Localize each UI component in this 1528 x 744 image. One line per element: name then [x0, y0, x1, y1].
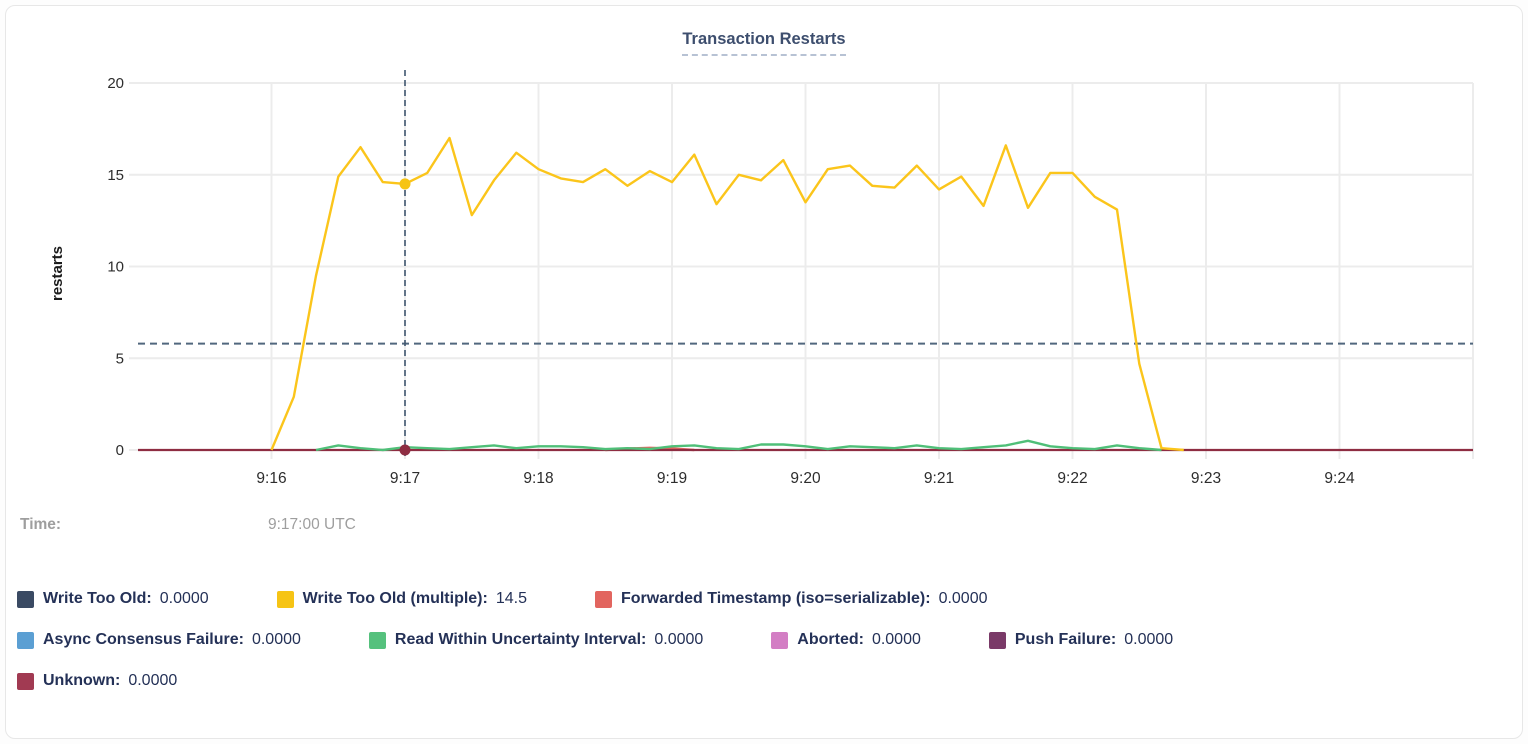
- time-value: 9:17:00 UTC: [268, 516, 356, 533]
- transaction-restarts-chart[interactable]: 0 5 10 15 20 9:16 9:17 9:18 9:19 9:20 9:21 9:22 9:23…: [0, 0, 1528, 505]
- series-color-swatch-icon: [17, 631, 34, 649]
- y-tick-label: 5: [116, 350, 124, 367]
- cursor-point-marker: [399, 444, 411, 456]
- legend-item-label: Write Too Old:: [43, 590, 152, 607]
- legend-item-label: Async Consensus Failure:: [43, 631, 244, 648]
- tooltip-time-row: Time: 9:17:00 UTC: [20, 516, 356, 534]
- legend-item-push-failure: Push Failure: 0.0000: [988, 631, 1174, 649]
- x-tick-label: 9:22: [1057, 470, 1087, 487]
- legend-item-value: 0.0000: [251, 631, 301, 648]
- chart-header: Transaction Restarts: [0, 30, 1528, 56]
- legend-item-label: Unknown:: [43, 672, 121, 689]
- x-tick-label: 9:19: [657, 470, 687, 487]
- legend-item-value: 0.0000: [938, 590, 988, 607]
- legend-item-label: Aborted:: [797, 631, 864, 648]
- x-tick-label: 9:20: [790, 470, 821, 487]
- x-tick-label: 9:24: [1324, 470, 1355, 487]
- legend-item-write-too-old-multiple: Write Too Old (multiple): 14.5: [276, 590, 527, 608]
- legend-item-value: 0.0000: [871, 631, 921, 648]
- legend-row: Unknown: 0.0000: [17, 672, 1511, 690]
- series-color-swatch-icon: [368, 631, 386, 649]
- legend-item-label: Push Failure:: [1014, 631, 1117, 648]
- legend-item-value: 0.0000: [159, 590, 209, 607]
- cursor-point-marker: [399, 178, 411, 190]
- series-color-swatch-icon: [17, 590, 34, 608]
- x-tick-label: 9:23: [1191, 470, 1221, 487]
- legend-item-async-consensus-failure: Async Consensus Failure: 0.0000: [17, 631, 301, 649]
- y-tick-label: 10: [107, 259, 124, 276]
- legend-item-value: 0.0000: [1124, 631, 1174, 648]
- legend-row: Write Too Old: 0.0000 Write Too Old (mul…: [17, 590, 1511, 608]
- x-tick-label: 9:17: [390, 470, 420, 487]
- time-label: Time:: [20, 516, 62, 533]
- series-line-read-within-uncertainty-interval: [315, 439, 1162, 452]
- x-tick-label: 9:16: [256, 470, 286, 487]
- series-color-swatch-icon: [771, 631, 789, 649]
- series-color-swatch-icon: [276, 590, 294, 608]
- legend-item-value: 0.0000: [654, 631, 704, 648]
- series-color-swatch-icon: [988, 631, 1006, 649]
- legend-item-label: Forwarded Timestamp (iso=serializable):: [620, 590, 931, 607]
- series-color-swatch-icon: [17, 672, 34, 690]
- legend-item-aborted: Aborted: 0.0000: [771, 631, 921, 649]
- x-tick-label: 9:18: [523, 470, 553, 487]
- y-tick-label: 15: [107, 167, 124, 184]
- chart-card: [5, 5, 1523, 739]
- legend-item-write-too-old: Write Too Old: 0.0000: [17, 590, 209, 608]
- legend-item-unknown: Unknown: 0.0000: [17, 672, 177, 690]
- legend-item-value: 14.5: [495, 590, 527, 607]
- legend-item-read-within-uncertainty: Read Within Uncertainty Interval: 0.0000: [368, 631, 704, 649]
- legend-item-value: 0.0000: [128, 672, 178, 689]
- chart-title[interactable]: Transaction Restarts: [682, 30, 846, 56]
- chart-legend: Write Too Old: 0.0000 Write Too Old (mul…: [17, 590, 1511, 713]
- y-tick-label: 0: [116, 442, 124, 459]
- y-tick-label: 20: [107, 75, 124, 92]
- series-color-swatch-icon: [594, 590, 612, 608]
- legend-row: Async Consensus Failure: 0.0000 Read Wit…: [17, 631, 1511, 649]
- legend-item-label: Write Too Old (multiple):: [302, 590, 488, 607]
- legend-item-label: Read Within Uncertainty Interval:: [394, 631, 647, 648]
- series-line-write-too-old-multiple-: [270, 136, 1184, 452]
- legend-item-forwarded-timestamp: Forwarded Timestamp (iso=serializable): …: [594, 590, 988, 608]
- x-tick-label: 9:21: [924, 470, 954, 487]
